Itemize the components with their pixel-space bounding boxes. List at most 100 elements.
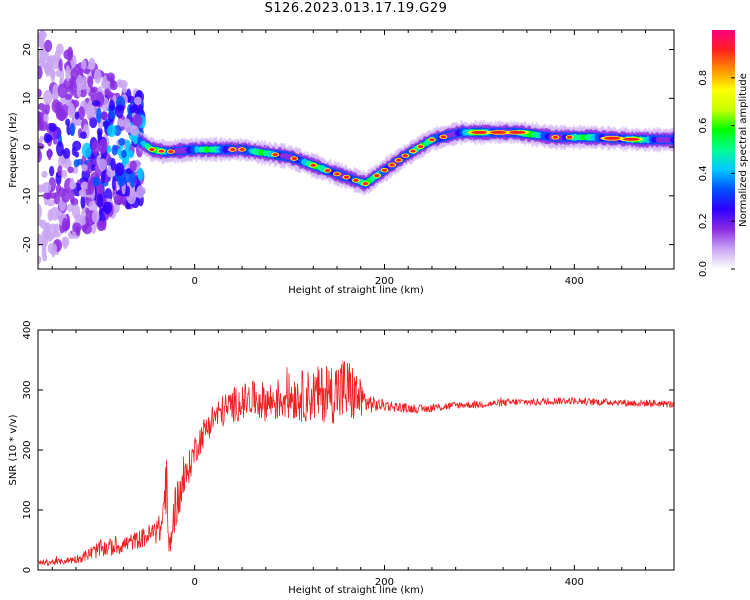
ridge-peak (417, 145, 424, 149)
noise-blob (117, 148, 122, 156)
ridge-peak (508, 130, 526, 134)
noise-blob (108, 99, 115, 111)
colorbar: 0.0 0.2 0.4 0.6 0.8 Normalized spectral ampl… (698, 30, 749, 277)
noise-blob (113, 194, 122, 205)
spectrogram-y-tick-label: -10 (22, 188, 33, 204)
noise-blob (44, 39, 53, 53)
spectrogram-y-tick-label: 10 (22, 92, 33, 105)
snr-y-tick-label: 0 (22, 567, 33, 573)
noise-blob (81, 59, 87, 70)
noise-blob (122, 83, 127, 94)
noise-blob (72, 140, 82, 152)
ridge-peak (324, 168, 331, 172)
ridge-peak (471, 130, 488, 134)
spectrogram-y-tick-label: -20 (22, 236, 33, 252)
noise-blob (42, 253, 48, 262)
colorbar-tick-label: 0.8 (698, 70, 709, 86)
noise-blob (47, 148, 52, 161)
ridge-peak (566, 135, 573, 139)
noise-blob (62, 147, 71, 159)
noise-blob (71, 204, 81, 219)
noise-blob (47, 242, 58, 255)
noise-blob (51, 99, 61, 113)
noise-blob (47, 223, 57, 239)
noise-blob (102, 120, 111, 128)
noise-blob (91, 210, 100, 224)
ridge-peak (395, 158, 402, 162)
noise-blob (90, 94, 96, 102)
noise-blob (49, 165, 55, 177)
snr-x-tick-label: 0 (191, 577, 197, 588)
noise-blob (91, 140, 101, 155)
noise-blob (87, 75, 94, 88)
spectrogram-axes: 0 200 400 -20 -10 0 10 20 (22, 30, 674, 287)
ridge-peak (381, 168, 388, 172)
noise-blob (38, 148, 42, 163)
snr-axes: 0 200 400 0 100 200 300 400 (22, 320, 674, 588)
noise-blob (98, 211, 106, 224)
noise-blob (96, 193, 104, 208)
colorbar-tick-label: 0.0 (698, 261, 709, 277)
noise-blob (57, 83, 68, 98)
spectrogram-image (38, 30, 674, 269)
noise-blob (65, 65, 71, 82)
spectrogram-x-tick-label: 400 (565, 276, 584, 287)
noise-blob (43, 89, 53, 105)
noise-blob (69, 189, 75, 205)
snr-plot-area (38, 361, 674, 567)
spectrogram-frame (37, 29, 675, 270)
snr-frame (37, 329, 675, 571)
noise-blob (42, 192, 52, 200)
noise-blob (78, 106, 85, 121)
noise-blob (67, 102, 76, 119)
noise-blob (106, 72, 116, 82)
noise-blob (47, 55, 57, 63)
ridge-peak (149, 148, 155, 151)
noise-blob (111, 177, 117, 191)
noise-blob (129, 105, 136, 114)
noise-blob (38, 234, 43, 246)
noise-blob (80, 194, 86, 209)
snr-x-tick-label: 400 (565, 577, 584, 588)
ridge-peak (310, 163, 317, 167)
snr-y-tick-label: 400 (22, 320, 33, 339)
noise-blob (102, 201, 113, 215)
noise-blob (74, 111, 80, 120)
noise-blob (70, 67, 79, 81)
noise-blob (38, 88, 42, 98)
snr-x-tick-label: 200 (375, 577, 394, 588)
noise-blob (58, 58, 63, 73)
noise-blob (137, 168, 142, 179)
noise-blob (38, 142, 45, 150)
noise-blob (91, 164, 96, 172)
noise-blob (51, 91, 58, 102)
ridge-peak (374, 174, 380, 178)
snr-panel: 0 200 400 0 100 200 300 400 Height of straight … (8, 320, 675, 596)
ridge-peak (489, 130, 507, 134)
noise-blob (110, 157, 116, 171)
ridge-peak (603, 136, 621, 140)
noise-blob (76, 83, 82, 98)
noise-blob (65, 118, 71, 127)
noise-blob (81, 164, 88, 172)
snr-y-tick-label: 100 (22, 500, 33, 519)
noise-blob (118, 137, 126, 146)
ridge-peak (291, 157, 298, 161)
noise-blob (38, 218, 43, 227)
ridge-peak (622, 137, 640, 141)
noise-blob (39, 30, 45, 43)
ridge-segment (671, 138, 674, 142)
figure-title: S126.2023.013.17.19.G29 (264, 1, 448, 16)
noise-blob (48, 122, 57, 132)
noise-blob (96, 107, 102, 124)
noise-blob (114, 162, 125, 177)
noise-blob (55, 183, 62, 194)
noise-blob (64, 93, 72, 101)
noise-blob (80, 181, 90, 190)
noise-blob (98, 220, 105, 229)
noise-blob (38, 203, 42, 220)
noise-blob (61, 169, 68, 179)
spectrogram-y-tick-label: 0 (22, 144, 33, 150)
noise-blob (129, 172, 136, 188)
